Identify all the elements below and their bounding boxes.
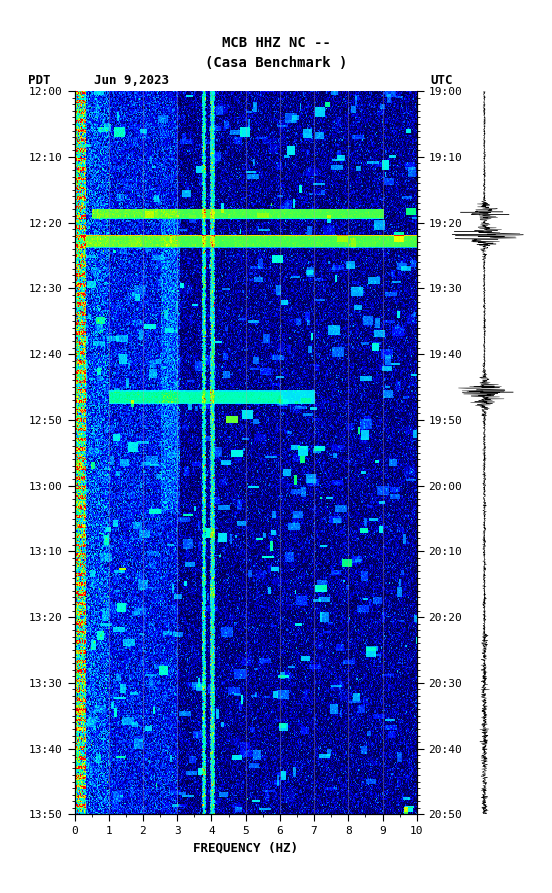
X-axis label: FREQUENCY (HZ): FREQUENCY (HZ) [193, 842, 298, 855]
Text: USGS: USGS [17, 12, 50, 26]
Text: PDT: PDT [28, 74, 50, 87]
Text: Jun 9,2023: Jun 9,2023 [94, 74, 169, 87]
Text: (Casa Benchmark ): (Casa Benchmark ) [205, 55, 347, 70]
Text: MCB HHZ NC --: MCB HHZ NC -- [221, 36, 331, 50]
Text: UTC: UTC [431, 74, 453, 87]
